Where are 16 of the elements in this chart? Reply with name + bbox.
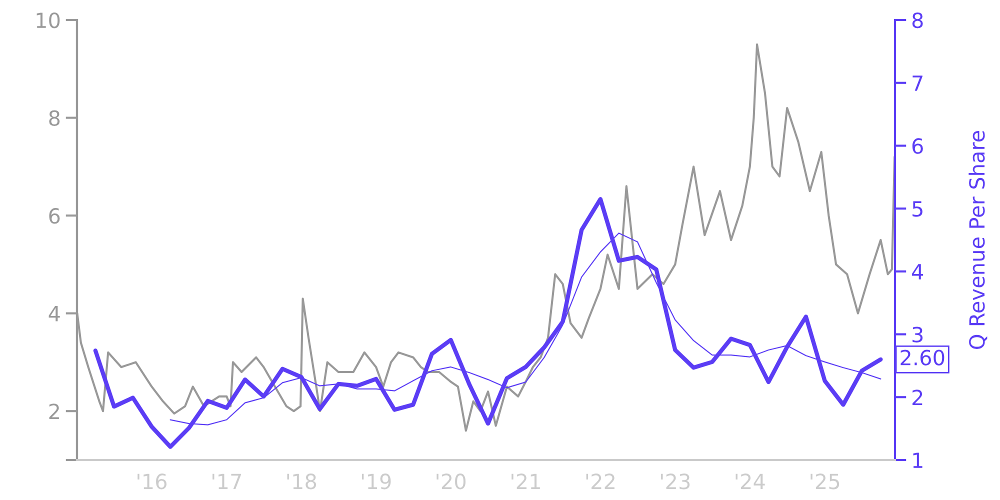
y2-tick-label: 7 — [912, 76, 922, 91]
y-tick-label: 4 — [48, 306, 60, 322]
line-series — [93, 197, 883, 449]
y2-axis-title: Q Revenue Per Share — [968, 130, 988, 349]
y-tick-label: 10 — [36, 12, 60, 28]
y2-tick-label: 8 — [912, 12, 923, 28]
y2-tick-label: 1 — [913, 452, 922, 468]
y2-tick-label: 6 — [912, 138, 923, 154]
y-tick-label: 2 — [49, 404, 59, 420]
y-tick-label: 8 — [49, 110, 60, 126]
y2-tick-label: 5 — [912, 201, 922, 217]
y2-tick-label: 3 — [912, 326, 923, 342]
y2-tick-label: 4 — [912, 264, 924, 280]
y2-tick-label: 2 — [912, 390, 922, 406]
y-tick-label: 6 — [49, 208, 60, 224]
data-label: 2.60 — [900, 350, 944, 366]
